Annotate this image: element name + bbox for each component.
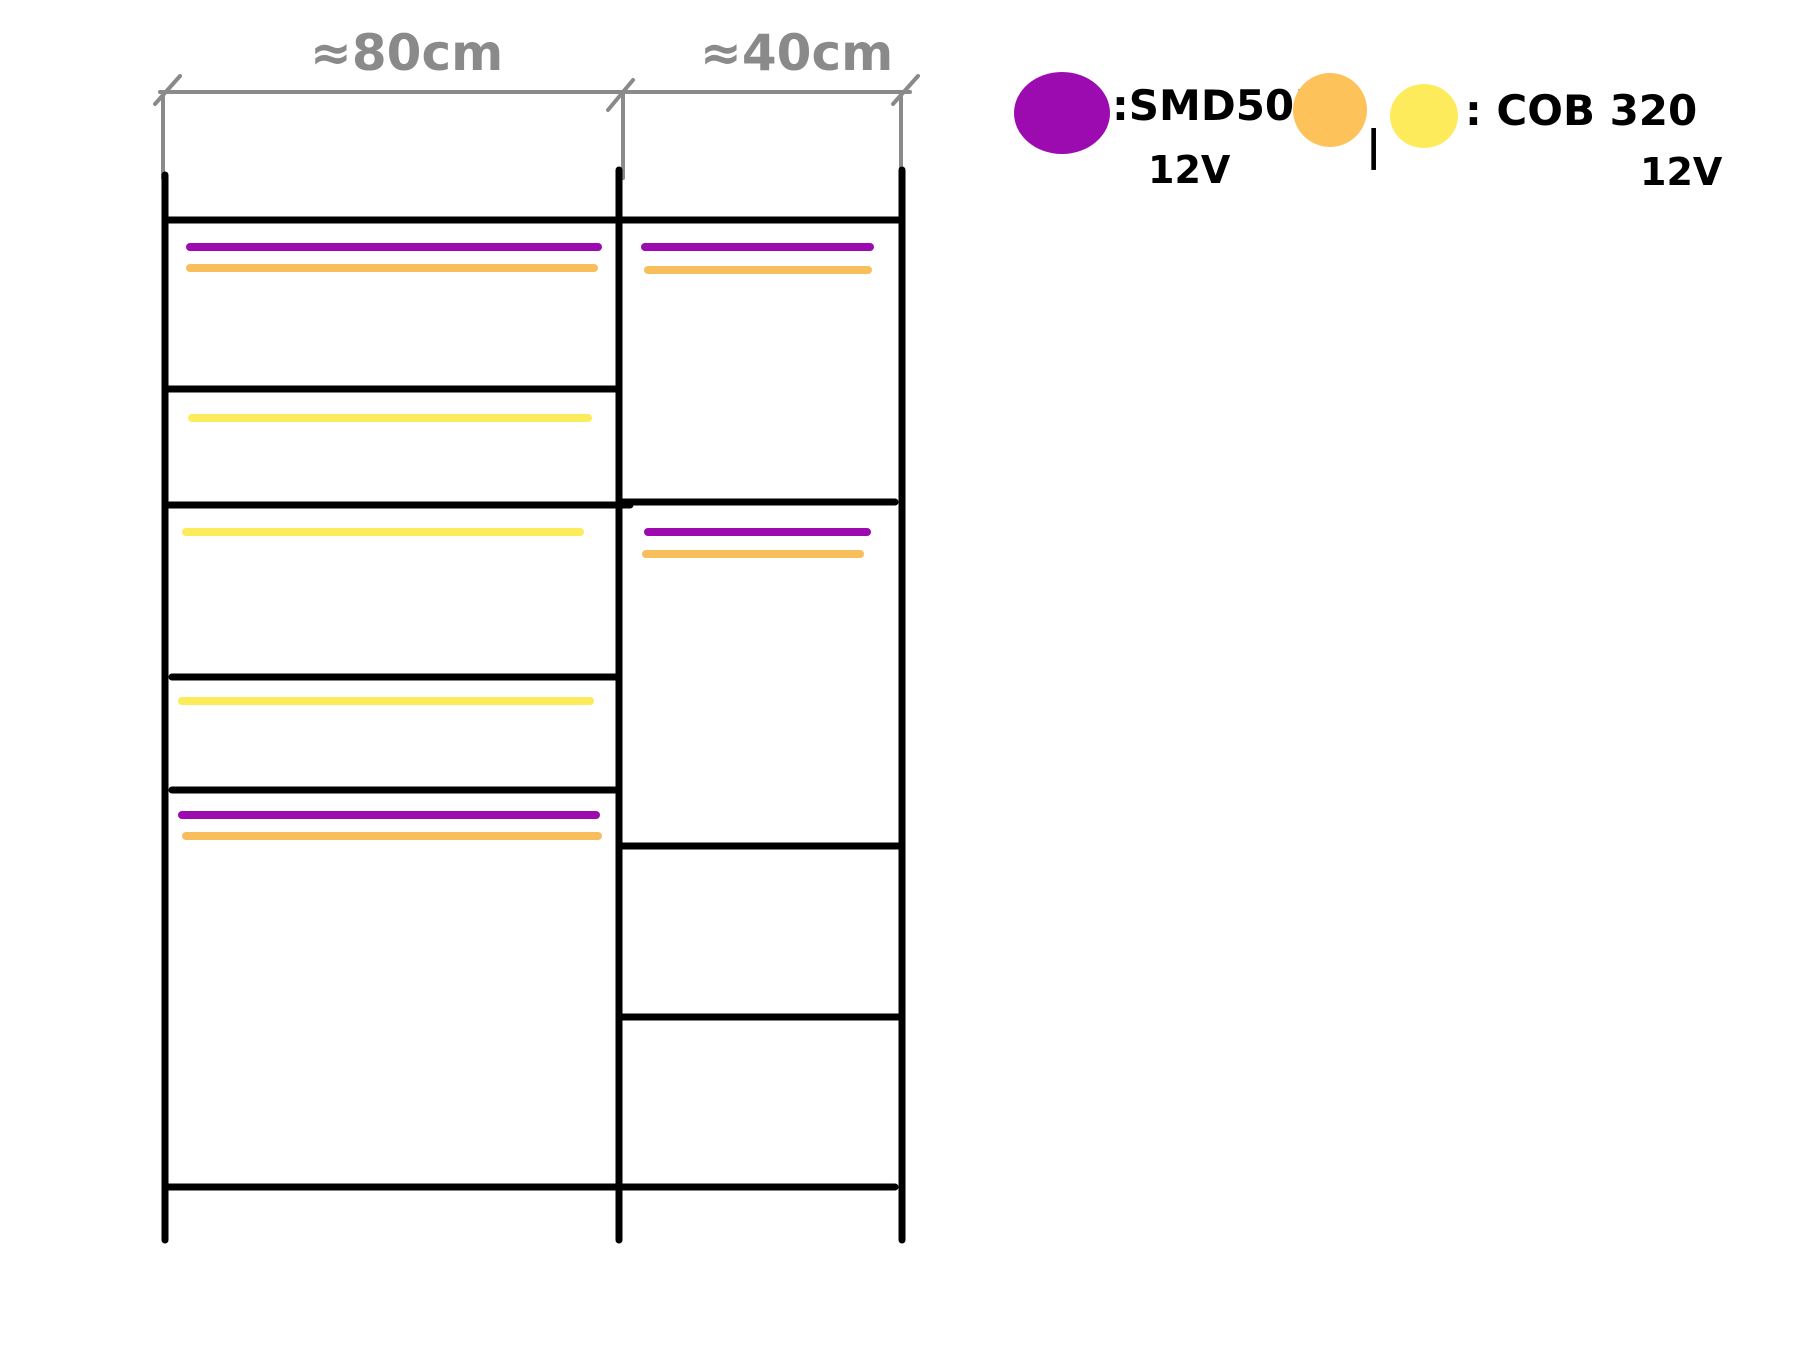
led-strips: [178, 243, 874, 840]
dimension-label-left: ≈80cm: [310, 24, 503, 82]
shelf-frame: [161, 166, 906, 1244]
legend-cob-label: : COB 320: [1465, 86, 1697, 135]
dimension-slash-middle: [606, 78, 635, 112]
dimension-slash-right: [891, 74, 920, 106]
legend-swatch-yellow: [1390, 84, 1458, 148]
dimension-slash-left: [153, 74, 182, 106]
legend-smd-voltage: 12V: [1148, 148, 1231, 192]
legend-swatch-orange: [1293, 73, 1367, 147]
legend-swatch-purple: [1014, 72, 1110, 154]
dimension-lines: [153, 74, 920, 180]
dimension-label-right: ≈40cm: [700, 24, 893, 82]
legend-separator: |: [1366, 121, 1381, 170]
legend: :SMD5050 12V | : COB 320 12V: [1014, 72, 1723, 194]
legend-cob-voltage: 12V: [1640, 150, 1723, 194]
